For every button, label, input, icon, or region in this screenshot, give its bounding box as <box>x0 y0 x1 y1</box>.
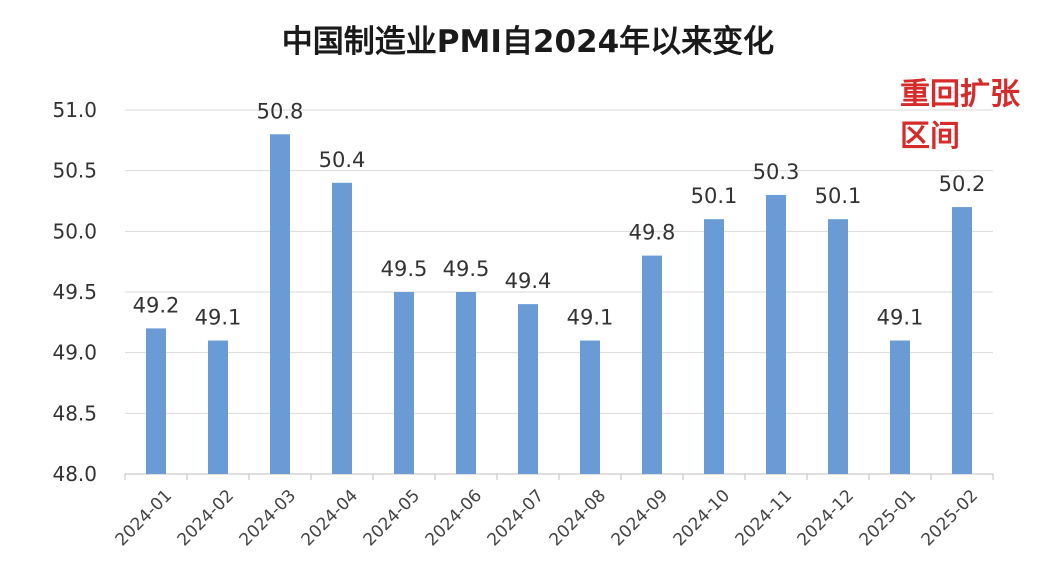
chart-title: 中国制造业PMI自2024年以来变化 <box>281 24 775 60</box>
y-tick-label: 51.0 <box>52 98 97 122</box>
x-tick-label: 2024-03 <box>236 486 300 550</box>
data-label: 50.3 <box>753 160 800 184</box>
data-label: 50.1 <box>815 184 862 208</box>
data-label: 49.5 <box>381 257 428 281</box>
x-tick-label: 2025-02 <box>918 486 982 550</box>
x-tick-label: 2025-01 <box>856 486 920 550</box>
x-tick-label: 2024-09 <box>608 486 672 550</box>
y-tick-label: 48.0 <box>52 462 97 486</box>
bar <box>642 255 662 474</box>
x-tick-label: 2024-08 <box>546 486 610 550</box>
data-label: 49.5 <box>443 257 490 281</box>
x-tick-label: 2024-06 <box>422 486 486 550</box>
data-label: 50.4 <box>319 148 366 172</box>
y-tick-label: 50.0 <box>52 219 97 243</box>
x-tick-label: 2024-01 <box>112 486 176 550</box>
x-tick-label: 2024-05 <box>360 486 424 550</box>
x-tick-label: 2024-04 <box>298 486 362 550</box>
data-label: 49.1 <box>567 306 614 330</box>
y-tick-label: 49.5 <box>52 280 97 304</box>
expansion-annotation: 重回扩张区间 <box>900 77 1020 154</box>
bar <box>890 340 910 474</box>
bar <box>146 328 166 474</box>
bar <box>518 304 538 474</box>
bar <box>394 292 414 474</box>
y-tick-label: 48.5 <box>52 401 97 425</box>
bar <box>580 340 600 474</box>
data-label: 50.1 <box>691 184 738 208</box>
bar <box>952 207 972 475</box>
x-tick-label: 2024-11 <box>732 486 796 550</box>
data-label: 49.2 <box>133 293 180 317</box>
x-tick-label: 2024-12 <box>794 486 858 550</box>
data-label: 50.2 <box>939 172 986 196</box>
data-label: 49.1 <box>195 306 242 330</box>
bar <box>332 182 352 475</box>
x-tick-label: 2024-07 <box>484 486 548 550</box>
bar <box>208 340 228 474</box>
x-tick-label: 2024-10 <box>670 486 734 550</box>
data-label: 49.8 <box>629 221 676 245</box>
bar <box>704 219 724 474</box>
bar <box>270 134 290 474</box>
data-label: 50.8 <box>257 99 304 123</box>
data-label: 49.1 <box>877 306 924 330</box>
y-tick-label: 49.0 <box>52 341 97 365</box>
data-label: 49.4 <box>505 269 552 293</box>
bar <box>456 292 476 474</box>
x-tick-label: 2024-02 <box>174 486 238 550</box>
bar <box>828 219 848 474</box>
bar <box>766 194 786 474</box>
y-tick-label: 50.5 <box>52 159 97 183</box>
